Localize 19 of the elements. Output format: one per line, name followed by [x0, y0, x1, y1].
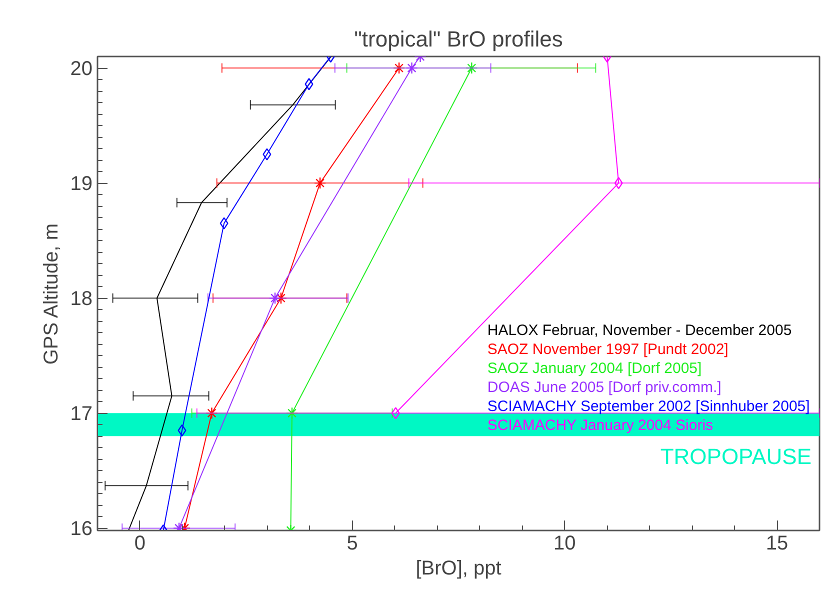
- x-tick-label: 15: [766, 532, 788, 554]
- y-tick-label: 18: [70, 288, 93, 310]
- text: HALOX Februar, November - December 2005: [487, 322, 792, 339]
- y-tick-label: 19: [70, 173, 93, 196]
- x-tick-label: 5: [346, 532, 358, 554]
- x-tick-label: 0: [134, 532, 146, 554]
- y-tick-label: 16: [70, 518, 93, 540]
- band-label: TROPOPAUSE: [660, 444, 812, 470]
- y-axis-title: GPS Altitude, m: [40, 223, 62, 365]
- text: DOAS June 2005 [Dorf priv.comm.]: [487, 378, 722, 396]
- text: SCIAMACHY September 2002 [Sinnhuber 2005]: [487, 398, 810, 415]
- text: SCIAMACHY January 2004 Sioris: [487, 416, 714, 434]
- x-axis-title: [BrO], ppt: [416, 558, 502, 580]
- text: SAOZ November 1997 [Pundt 2002]: [487, 340, 728, 358]
- y-tick-label: 20: [70, 58, 93, 80]
- text: SAOZ January 2004 [Dorf 2005]: [487, 360, 702, 377]
- y-tick-label: 17: [70, 403, 93, 426]
- chart-title: "tropical" BrO profiles: [354, 26, 563, 52]
- x-tick-label: 10: [554, 532, 576, 554]
